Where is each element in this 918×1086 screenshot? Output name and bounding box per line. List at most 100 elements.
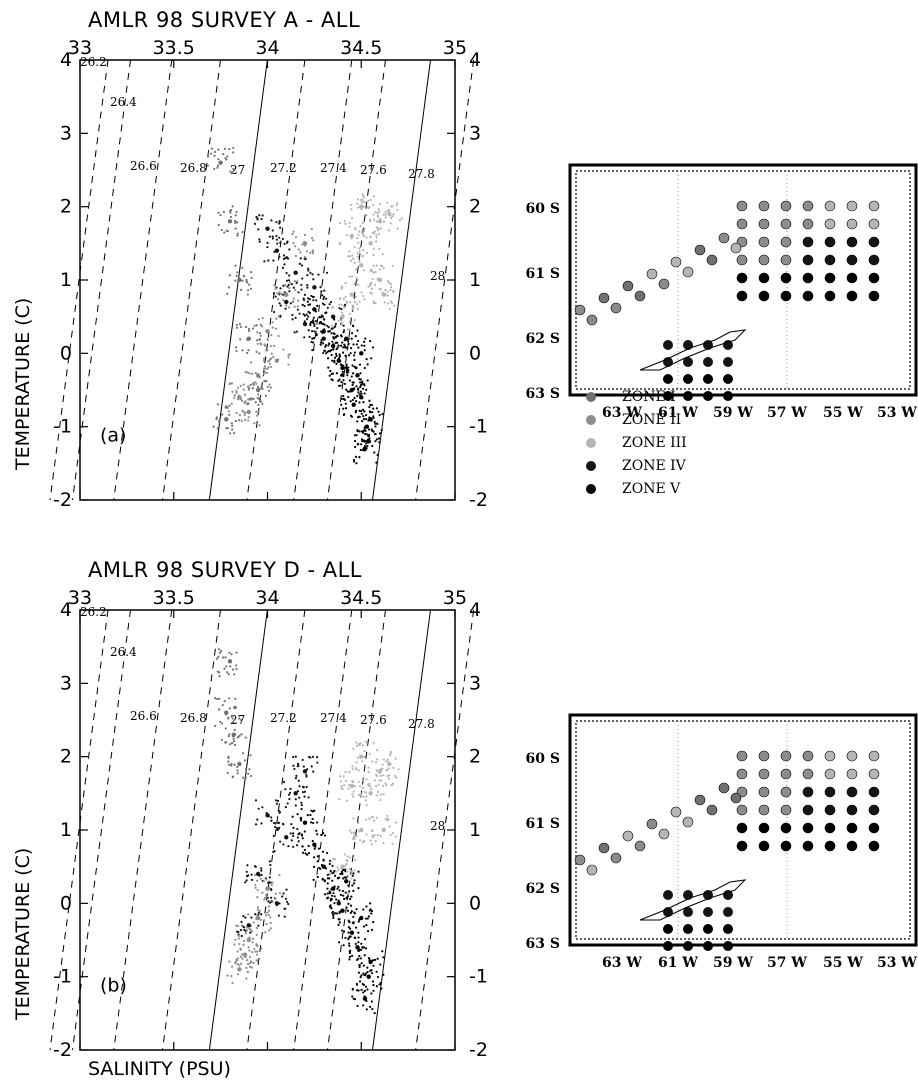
data-point bbox=[374, 440, 377, 443]
data-point bbox=[229, 743, 232, 746]
data-point bbox=[363, 200, 367, 204]
data-point bbox=[368, 416, 371, 419]
station-point bbox=[736, 822, 748, 834]
data-point bbox=[390, 216, 393, 219]
data-point bbox=[277, 809, 280, 812]
data-point bbox=[235, 389, 238, 392]
data-point bbox=[306, 853, 309, 856]
data-point bbox=[228, 651, 231, 654]
station-point bbox=[663, 941, 673, 951]
isopycnal-label: 26.4 bbox=[110, 645, 137, 659]
data-point bbox=[255, 215, 258, 219]
data-point bbox=[254, 823, 258, 826]
data-point bbox=[253, 381, 256, 384]
data-point bbox=[238, 942, 241, 946]
data-point bbox=[340, 323, 343, 327]
data-point bbox=[375, 438, 378, 441]
data-point bbox=[370, 292, 374, 295]
data-point bbox=[358, 830, 361, 833]
data-point bbox=[367, 957, 371, 960]
data-point bbox=[252, 961, 255, 965]
data-point bbox=[256, 950, 259, 953]
data-point bbox=[299, 817, 302, 820]
island-outline bbox=[639, 329, 747, 371]
data-point bbox=[218, 697, 221, 700]
legend-dot-icon bbox=[586, 437, 596, 448]
data-point bbox=[389, 300, 392, 303]
data-point bbox=[378, 441, 381, 444]
data-point bbox=[349, 911, 352, 914]
data-point bbox=[360, 396, 363, 400]
data-point bbox=[280, 292, 283, 295]
data-point bbox=[271, 326, 274, 329]
station-point bbox=[658, 828, 670, 840]
data-point bbox=[338, 889, 341, 892]
y-tick-label-right: 0 bbox=[469, 342, 481, 364]
data-point bbox=[378, 779, 381, 782]
data-point bbox=[323, 303, 326, 306]
data-point bbox=[312, 285, 317, 290]
data-point bbox=[298, 796, 301, 799]
data-point bbox=[239, 384, 242, 388]
data-point bbox=[358, 964, 361, 967]
data-point bbox=[270, 352, 273, 355]
data-point bbox=[377, 228, 380, 232]
data-point bbox=[263, 260, 266, 263]
data-point bbox=[270, 333, 273, 337]
data-point bbox=[370, 912, 373, 915]
station-point bbox=[846, 786, 858, 798]
data-point bbox=[309, 323, 312, 327]
station-point bbox=[736, 200, 748, 212]
data-point bbox=[366, 379, 369, 382]
data-point bbox=[374, 270, 377, 273]
data-point bbox=[260, 873, 263, 877]
data-point bbox=[303, 293, 307, 296]
data-point bbox=[218, 421, 221, 424]
data-point bbox=[334, 324, 337, 328]
data-point bbox=[390, 783, 393, 787]
data-point bbox=[344, 222, 347, 226]
station-point bbox=[736, 218, 748, 230]
data-point bbox=[216, 427, 219, 430]
data-point bbox=[251, 372, 254, 375]
station-point bbox=[846, 290, 858, 302]
station-point bbox=[758, 750, 770, 762]
data-point bbox=[359, 948, 363, 951]
data-point bbox=[241, 231, 244, 234]
data-point bbox=[319, 341, 323, 344]
data-point bbox=[361, 841, 364, 844]
station-point bbox=[802, 786, 814, 798]
data-point bbox=[248, 955, 252, 959]
data-point bbox=[352, 882, 356, 885]
data-point bbox=[388, 229, 391, 232]
data-point bbox=[369, 403, 372, 406]
data-point bbox=[319, 316, 322, 319]
data-point bbox=[321, 294, 324, 297]
data-point bbox=[276, 358, 280, 361]
data-point bbox=[286, 300, 289, 303]
data-point bbox=[330, 353, 333, 357]
data-point bbox=[246, 962, 250, 965]
data-point bbox=[302, 321, 308, 327]
data-point bbox=[342, 397, 345, 401]
data-point bbox=[305, 785, 308, 789]
data-point bbox=[337, 356, 341, 360]
station-point bbox=[780, 822, 792, 834]
data-point bbox=[348, 255, 351, 258]
legend-dot-icon bbox=[586, 460, 596, 471]
data-point bbox=[363, 227, 366, 231]
data-point bbox=[392, 289, 395, 292]
data-point bbox=[217, 648, 221, 651]
data-point bbox=[351, 398, 354, 402]
data-point bbox=[309, 813, 312, 817]
data-point bbox=[274, 287, 277, 290]
data-point bbox=[230, 965, 234, 968]
data-point bbox=[347, 366, 350, 369]
data-point bbox=[359, 199, 363, 202]
data-point bbox=[362, 991, 365, 994]
data-point bbox=[300, 264, 304, 267]
lon-label: 61 W bbox=[658, 955, 698, 971]
data-point bbox=[284, 292, 289, 297]
data-point bbox=[294, 804, 297, 807]
data-point bbox=[375, 761, 378, 764]
